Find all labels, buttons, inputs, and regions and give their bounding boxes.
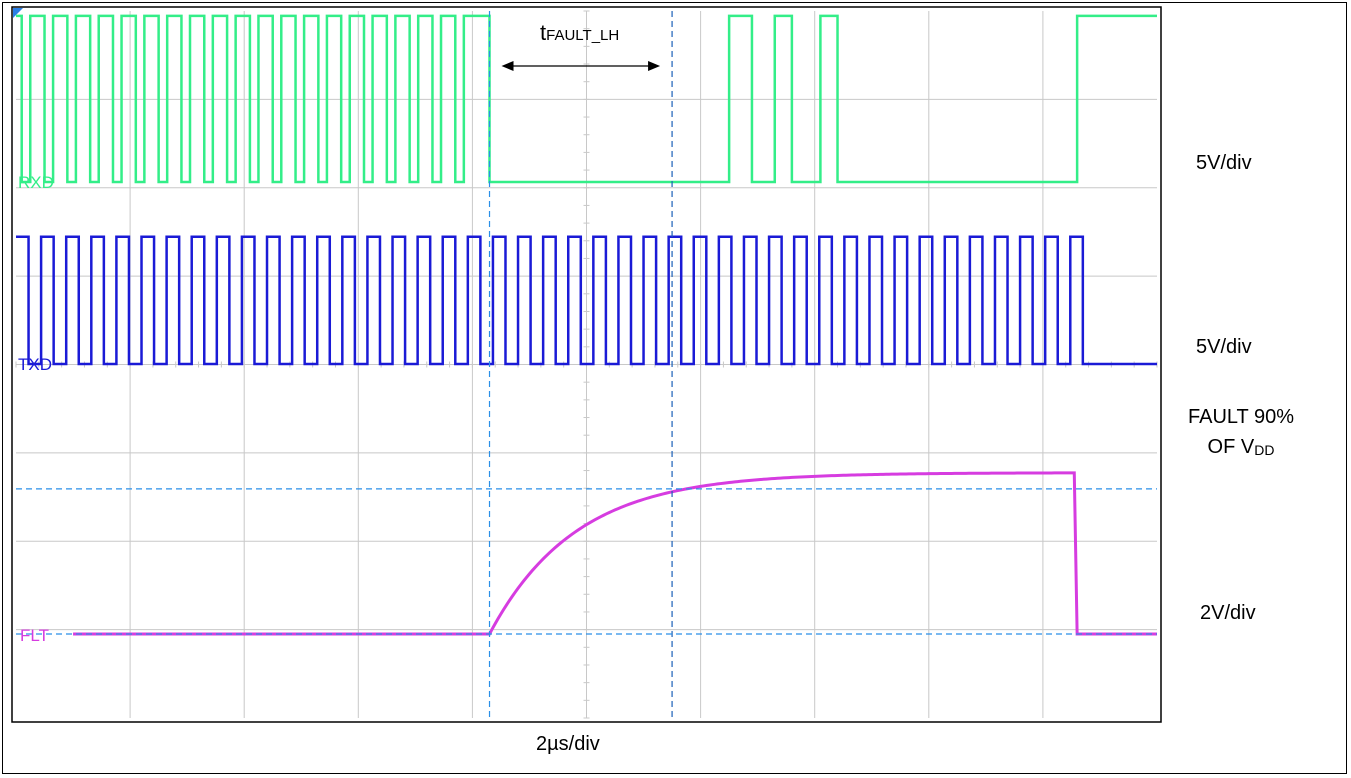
measure-arrow-left-icon: [501, 61, 514, 71]
measure-arrow-right-icon: [648, 61, 661, 71]
txd-trace: [16, 235, 1157, 366]
rxd-scale-label: 5V/div: [1196, 152, 1252, 174]
meas-sub: FAULT_LH: [546, 27, 620, 44]
fault-threshold-line1: FAULT 90%: [1188, 406, 1294, 428]
fault-lh-measurement-label: tFAULT_LH: [540, 20, 619, 46]
flt-trace: [73, 471, 1157, 636]
trigger-marker-icon: [13, 8, 23, 18]
timebase-label: 2µs/div: [536, 733, 600, 755]
fault-threshold-prefix: OF V: [1207, 436, 1255, 458]
meas-main: t: [540, 20, 547, 45]
txd-scale-label: 5V/div: [1196, 336, 1252, 358]
fault-threshold-line2: OF VDD: [1188, 432, 1294, 465]
txd-channel-label: TXD: [18, 355, 52, 374]
fault-threshold-sub: DD: [1254, 442, 1275, 458]
rxd-channel-label: RXD: [18, 173, 54, 192]
fault-threshold-label: FAULT 90% OF VDD: [1188, 402, 1294, 465]
rxd-trace: [16, 14, 1157, 184]
flt-scale-label: 2V/div: [1200, 602, 1256, 624]
flt-channel-label: FLT: [20, 626, 49, 645]
